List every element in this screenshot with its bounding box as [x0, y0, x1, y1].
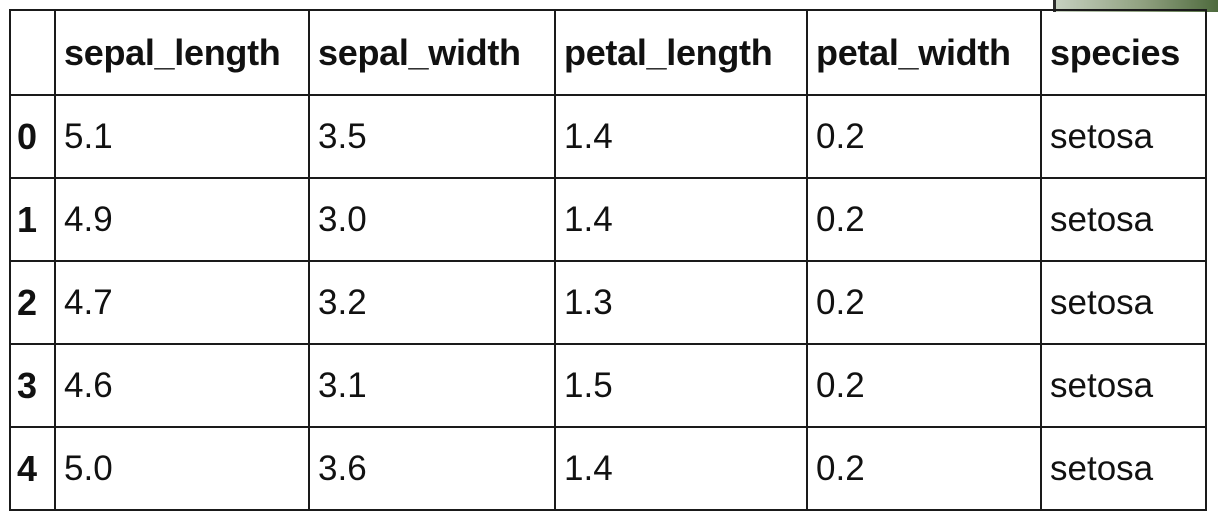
- row-index: 2: [9, 260, 56, 345]
- column-header-petal-width: petal_width: [806, 9, 1042, 96]
- cell-petal-length: 1.4: [554, 94, 808, 179]
- cell-sepal-length: 4.9: [54, 177, 310, 262]
- cell-petal-width: 0.2: [806, 426, 1042, 511]
- table-row: 3 4.6 3.1 1.5 0.2 setosa: [9, 343, 1207, 428]
- cell-petal-width: 0.2: [806, 260, 1042, 345]
- row-index: 0: [9, 94, 56, 179]
- cell-petal-length: 1.5: [554, 343, 808, 428]
- row-index: 4: [9, 426, 56, 511]
- cell-sepal-width: 3.0: [308, 177, 556, 262]
- cell-petal-width: 0.2: [806, 177, 1042, 262]
- column-header-sepal-width: sepal_width: [308, 9, 556, 96]
- cell-sepal-length: 5.0: [54, 426, 310, 511]
- cell-sepal-width: 3.6: [308, 426, 556, 511]
- cell-petal-length: 1.4: [554, 177, 808, 262]
- column-header-petal-length: petal_length: [554, 9, 808, 96]
- table-row: 4 5.0 3.6 1.4 0.2 setosa: [9, 426, 1207, 511]
- column-header-sepal-length: sepal_length: [54, 9, 310, 96]
- row-index: 3: [9, 343, 56, 428]
- header-row: sepal_length sepal_width petal_length pe…: [9, 9, 1207, 96]
- cell-sepal-length: 5.1: [54, 94, 310, 179]
- cell-petal-length: 1.3: [554, 260, 808, 345]
- cell-sepal-width: 3.1: [308, 343, 556, 428]
- cell-sepal-length: 4.6: [54, 343, 310, 428]
- row-index: 1: [9, 177, 56, 262]
- cell-species: setosa: [1040, 343, 1207, 428]
- cell-species: setosa: [1040, 260, 1207, 345]
- cell-sepal-length: 4.7: [54, 260, 310, 345]
- cell-sepal-width: 3.2: [308, 260, 556, 345]
- cell-species: setosa: [1040, 177, 1207, 262]
- cell-species: setosa: [1040, 94, 1207, 179]
- cell-petal-width: 0.2: [806, 94, 1042, 179]
- cell-species: setosa: [1040, 426, 1207, 511]
- corner-image-fragment: [1053, 0, 1218, 12]
- table-row: 0 5.1 3.5 1.4 0.2 setosa: [9, 94, 1207, 179]
- index-header: [9, 9, 56, 96]
- cell-sepal-width: 3.5: [308, 94, 556, 179]
- column-header-species: species: [1040, 9, 1207, 96]
- cell-petal-width: 0.2: [806, 343, 1042, 428]
- table-row: 2 4.7 3.2 1.3 0.2 setosa: [9, 260, 1207, 345]
- dataframe-output: sepal_length sepal_width petal_length pe…: [9, 9, 1207, 511]
- dataframe-table: sepal_length sepal_width petal_length pe…: [9, 9, 1207, 511]
- table-row: 1 4.9 3.0 1.4 0.2 setosa: [9, 177, 1207, 262]
- cell-petal-length: 1.4: [554, 426, 808, 511]
